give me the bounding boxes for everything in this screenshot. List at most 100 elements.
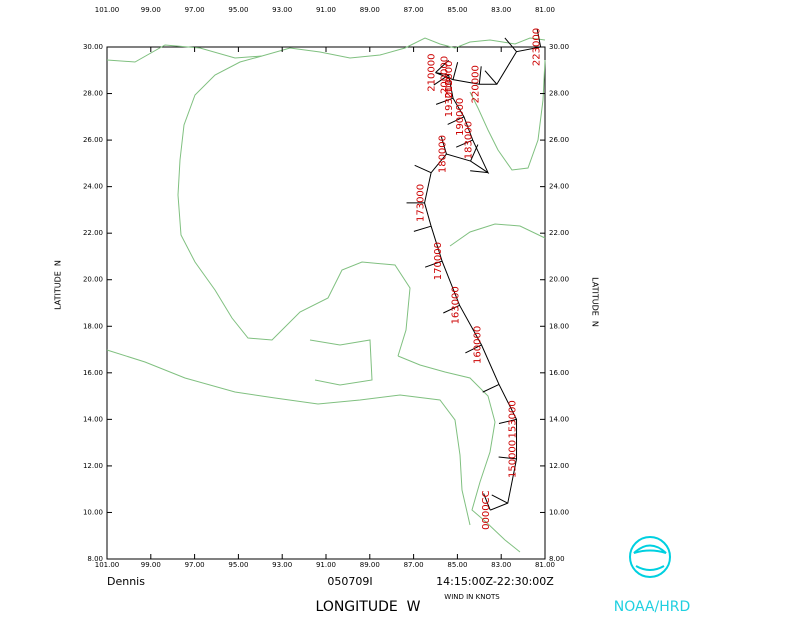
x-tick-label: 85.00 bbox=[447, 561, 467, 569]
y-tick-label-right: 10.00 bbox=[549, 508, 569, 516]
plot-frame bbox=[106, 46, 546, 560]
wind-barb bbox=[452, 62, 459, 80]
wind-barb bbox=[465, 344, 482, 354]
y-tick-label-right: 22.00 bbox=[549, 229, 569, 237]
y-tick-label-right: 20.00 bbox=[549, 276, 569, 284]
time-label: 180000 bbox=[437, 135, 448, 173]
x-tick-label-top: 81.00 bbox=[535, 6, 555, 14]
y-tick-label-right: 14.00 bbox=[549, 415, 569, 423]
y-tick-label: 20.00 bbox=[83, 276, 103, 284]
x-tick-label: 91.00 bbox=[316, 561, 336, 569]
x-tick-label: 101.00 bbox=[95, 561, 120, 569]
x-tick-label: 87.00 bbox=[404, 561, 424, 569]
wind-barb bbox=[470, 144, 479, 162]
flight-track bbox=[424, 46, 541, 511]
coastline bbox=[469, 59, 546, 171]
x-tick-label-top: 97.00 bbox=[185, 6, 205, 14]
y-tick-label-right: 28.00 bbox=[549, 90, 569, 98]
time-label: 163000 bbox=[451, 286, 462, 324]
coastline bbox=[177, 55, 411, 357]
y-tick-label-right: 26.00 bbox=[549, 136, 569, 144]
x-tick-label-top: 91.00 bbox=[316, 6, 336, 14]
wind-barb bbox=[478, 66, 482, 85]
time-label: 213000 bbox=[444, 60, 455, 98]
x-tick-label: 99.00 bbox=[141, 561, 161, 569]
y-tick-label-right: 16.00 bbox=[549, 369, 569, 377]
wind-barb bbox=[491, 494, 508, 504]
x-axis-label: LONGITUDE W bbox=[316, 599, 421, 615]
logo-text: NOAA/HRD bbox=[614, 599, 691, 615]
time-label: 150000 bbox=[508, 440, 519, 478]
wind-barb bbox=[482, 384, 500, 393]
wind-barb bbox=[424, 260, 443, 268]
coastlines bbox=[106, 37, 546, 553]
y-axis-label: LATITUDE N bbox=[54, 260, 63, 310]
x-tick-label-top: 99.00 bbox=[141, 6, 161, 14]
x-tick-label: 95.00 bbox=[228, 561, 248, 569]
y-tick-label-right: 18.00 bbox=[549, 322, 569, 330]
x-tick-label: 89.00 bbox=[360, 561, 380, 569]
y-tick-label-right: 12.00 bbox=[549, 462, 569, 470]
wind-barb bbox=[470, 170, 489, 174]
x-tick-label-top: 83.00 bbox=[491, 6, 511, 14]
y-tick-label: 16.00 bbox=[83, 369, 103, 377]
coastline bbox=[449, 223, 546, 247]
wind-barb bbox=[483, 493, 491, 511]
y-tick-label: 22.00 bbox=[83, 229, 103, 237]
wind-barb bbox=[414, 164, 432, 174]
x-tick-label-top: 101.00 bbox=[95, 6, 120, 14]
y-tick-label: 12.00 bbox=[83, 462, 103, 470]
wind-barb bbox=[484, 70, 498, 85]
y-tick-label: 10.00 bbox=[83, 508, 103, 516]
x-tick-label: 83.00 bbox=[491, 561, 511, 569]
y-tick-label-right: 24.00 bbox=[549, 183, 569, 191]
time-label: 200000 bbox=[440, 56, 451, 94]
wind-barb bbox=[498, 456, 517, 460]
y-tick-label: 8.00 bbox=[87, 555, 103, 563]
y-tick-label: 18.00 bbox=[83, 322, 103, 330]
wind-barb bbox=[456, 139, 473, 148]
time-label: 160000 bbox=[472, 326, 483, 364]
time-label: 0000CC bbox=[481, 490, 492, 529]
time-label: 190000 bbox=[455, 98, 466, 136]
time-label: 223000 bbox=[532, 28, 543, 66]
wind-barb bbox=[504, 37, 517, 52]
y-tick-label: 26.00 bbox=[83, 136, 103, 144]
time-label: 193000 bbox=[444, 79, 455, 117]
x-tick-label-top: 89.00 bbox=[360, 6, 380, 14]
time-label: 210000 bbox=[427, 54, 438, 92]
wind-barb bbox=[498, 418, 517, 424]
wind-note: WIND IN KNOTS bbox=[444, 593, 500, 601]
wind-barb bbox=[536, 29, 542, 48]
time-label: 170000 bbox=[433, 242, 444, 280]
coastline bbox=[397, 355, 521, 553]
y-tick-label: 28.00 bbox=[83, 90, 103, 98]
storm-name: Dennis bbox=[107, 575, 145, 588]
y-tick-label: 30.00 bbox=[83, 43, 103, 51]
x-tick-label-top: 87.00 bbox=[404, 6, 424, 14]
y-tick-label-right: 30.00 bbox=[549, 43, 569, 51]
x-tick-label: 93.00 bbox=[272, 561, 292, 569]
wind-barb bbox=[443, 304, 460, 314]
wind-barb bbox=[413, 225, 432, 232]
time-label: 220000 bbox=[470, 65, 481, 103]
y-tick-label: 24.00 bbox=[83, 183, 103, 191]
wind-barb bbox=[433, 74, 449, 86]
wind-barb bbox=[435, 97, 454, 105]
coastline bbox=[106, 349, 471, 526]
x-tick-label-top: 93.00 bbox=[272, 6, 292, 14]
wind-barb bbox=[435, 59, 449, 73]
coastline bbox=[309, 339, 373, 386]
time-label: 173000 bbox=[416, 184, 427, 222]
noaa-logo bbox=[629, 536, 671, 578]
time-label: 153000 bbox=[508, 400, 519, 438]
x-tick-label: 97.00 bbox=[185, 561, 205, 569]
flight-id: 050709I bbox=[327, 575, 372, 588]
x-tick-label-top: 85.00 bbox=[447, 6, 467, 14]
x-tick-label: 81.00 bbox=[535, 561, 555, 569]
time-label: 183000 bbox=[464, 121, 475, 159]
y-tick-label: 14.00 bbox=[83, 415, 103, 423]
y-tick-label-right: 8.00 bbox=[549, 555, 565, 563]
y-axis-label-right: LATITUDE N bbox=[591, 277, 600, 327]
